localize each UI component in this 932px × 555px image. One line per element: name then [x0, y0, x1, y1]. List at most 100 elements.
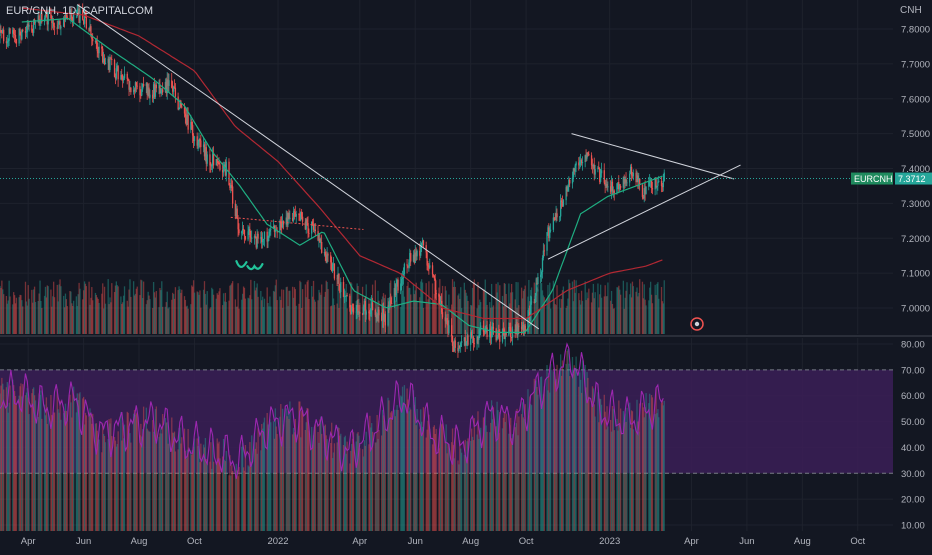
candle-body [104, 62, 107, 65]
volume-bar [607, 282, 609, 334]
candle-body [388, 305, 390, 307]
candle-body [566, 187, 568, 191]
candle-body [629, 166, 632, 174]
volume-bar [215, 298, 217, 334]
candle-body [251, 237, 253, 239]
rsi-hist-bar [292, 427, 295, 531]
candle-body [313, 229, 316, 231]
candle-body [6, 41, 8, 44]
rsi-hist-bar [257, 428, 259, 531]
volume-bar [172, 294, 175, 334]
rsi-hist-bar [523, 418, 525, 531]
volume-bar [300, 282, 302, 334]
rsi-hist-bar [217, 443, 219, 531]
candle-body [445, 320, 447, 322]
rsi-hist-bar [619, 408, 622, 531]
rsi-hist-bar [229, 455, 231, 531]
volume-bar [288, 290, 290, 334]
candle-body [655, 177, 657, 188]
candle-body [152, 94, 154, 99]
moving-averages [21, 7, 663, 333]
candle-body [444, 317, 446, 322]
x-tick-label: Aug [131, 536, 148, 547]
rsi-hist-bar [476, 434, 478, 531]
rsi-hist-bar [27, 397, 29, 531]
volume-bar [416, 302, 418, 334]
rsi-hist-bar [649, 420, 652, 531]
volume-bar [14, 303, 17, 334]
candle-body [223, 164, 226, 167]
candle-body [116, 66, 118, 69]
candle-body [88, 28, 90, 32]
volume-bar [448, 294, 450, 334]
rsi-hist-bar [152, 431, 155, 531]
rsi-hist-bar [629, 428, 632, 531]
rsi-hist-bar [389, 417, 391, 531]
candle-body [543, 250, 545, 252]
volume-bar [643, 284, 645, 334]
candle-body [2, 29, 4, 33]
rsi-hist-bar [102, 434, 105, 531]
rsi-hist-bar [108, 419, 110, 531]
candle-body [51, 18, 53, 23]
volume-bar [541, 290, 544, 334]
rsi-hist-bar [454, 427, 456, 531]
volume-bar [192, 286, 194, 334]
currency-label: CNH [900, 5, 922, 16]
volume-bar [251, 299, 253, 334]
candle-body [171, 80, 173, 88]
rsi-hist-bar [388, 400, 390, 531]
candle-body [625, 179, 627, 183]
candle-body [153, 84, 156, 97]
volume-bar [204, 293, 207, 334]
rsi-tick-label: 80.00 [901, 340, 925, 351]
candle-body [421, 242, 423, 248]
candle-body [395, 284, 397, 296]
rsi-hist-bar [520, 414, 523, 531]
volume-bar [363, 298, 366, 334]
rsi-hist-bar [439, 428, 441, 531]
rsi-hist-bar [368, 444, 370, 531]
volume-bar [323, 296, 326, 334]
candle-body [135, 82, 137, 86]
volume-bar [249, 295, 251, 334]
candle-body [242, 228, 245, 230]
rsi-hist-bar [503, 411, 505, 531]
rsi-hist-bar [561, 360, 564, 531]
volume-bar [518, 305, 520, 334]
rsi-hist-bar [491, 419, 494, 531]
rsi-hist-bar [9, 385, 11, 531]
rsi-hist-bar [139, 435, 141, 531]
rsi-hist-bar [351, 444, 353, 531]
candle-body [618, 182, 620, 190]
rsi-hist-bar [510, 438, 513, 531]
symbol-header[interactable]: EUR/CNH, 1D, CAPITALCOM [6, 5, 154, 17]
candle-body [650, 179, 653, 189]
candle-body [401, 277, 404, 280]
candle-body [428, 266, 430, 268]
rsi-hist-bar [619, 424, 621, 531]
candle-body [520, 326, 523, 329]
rsi-hist-bar [158, 436, 160, 531]
volume-bar [199, 290, 201, 334]
rsi-hist-bar [638, 431, 640, 531]
rsi-hist-bar [644, 407, 646, 531]
volume-bar [444, 286, 446, 334]
candle-body [567, 185, 569, 191]
candle-body [435, 293, 437, 295]
rsi-hist-bar [94, 423, 97, 531]
candle-body [52, 22, 54, 24]
volume-bar [587, 298, 589, 334]
volume-bar [107, 279, 109, 334]
rsi-hist-bar [606, 406, 608, 531]
volume-bar [654, 284, 656, 334]
candle-body [495, 328, 497, 341]
volume-bar [554, 304, 556, 334]
candle-body [491, 326, 494, 330]
candle-body [102, 48, 104, 63]
y-tick-label: 7.8000 [901, 25, 930, 36]
rsi-hist-bar [448, 443, 450, 531]
volume-bar [70, 291, 72, 334]
